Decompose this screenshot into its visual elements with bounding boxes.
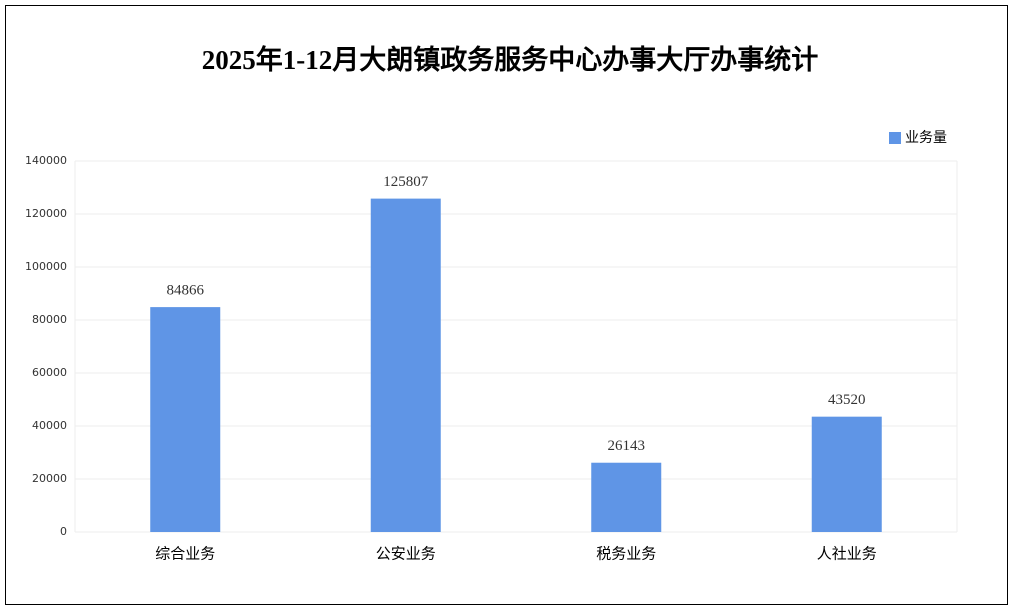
y-tick-label: 40000 xyxy=(32,419,67,432)
y-tick-label: 100000 xyxy=(25,260,67,273)
bar xyxy=(591,462,662,532)
chart-title: 2025年1-12月大朗镇政务服务中心办事大厅办事统计 xyxy=(202,44,819,75)
y-tick-label: 140000 xyxy=(25,154,67,167)
legend-label: 业务量 xyxy=(905,130,947,146)
legend-swatch xyxy=(889,132,901,144)
y-tick-label: 60000 xyxy=(32,366,67,379)
value-label: 84866 xyxy=(167,283,205,299)
bar xyxy=(150,307,221,532)
bar xyxy=(370,198,441,532)
x-tick-label: 人社业务 xyxy=(817,545,877,563)
x-tick-label: 综合业务 xyxy=(155,545,215,563)
y-tick-label: 80000 xyxy=(32,313,67,326)
value-label: 125807 xyxy=(383,174,429,190)
value-label: 43520 xyxy=(828,392,866,408)
value-label: 26143 xyxy=(608,438,646,454)
y-tick-label: 120000 xyxy=(25,207,67,220)
x-tick-label: 税务业务 xyxy=(596,545,656,563)
bar xyxy=(811,416,882,532)
y-tick-label: 0 xyxy=(60,525,67,538)
y-tick-label: 20000 xyxy=(32,472,67,485)
x-tick-label: 公安业务 xyxy=(376,545,436,563)
